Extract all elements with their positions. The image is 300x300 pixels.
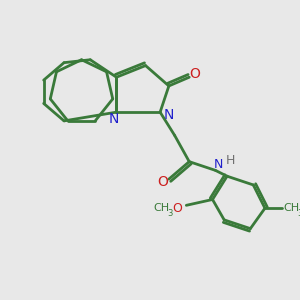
Text: 3: 3 <box>297 209 300 218</box>
Text: CH: CH <box>154 203 169 213</box>
Text: N: N <box>108 112 119 126</box>
Text: H: H <box>225 154 235 167</box>
Text: N: N <box>164 108 174 122</box>
Text: N: N <box>214 158 223 171</box>
Text: CH: CH <box>283 203 299 213</box>
Text: O: O <box>158 175 169 189</box>
Text: O: O <box>190 67 200 81</box>
Text: 3: 3 <box>168 209 173 218</box>
Text: O: O <box>173 202 182 215</box>
